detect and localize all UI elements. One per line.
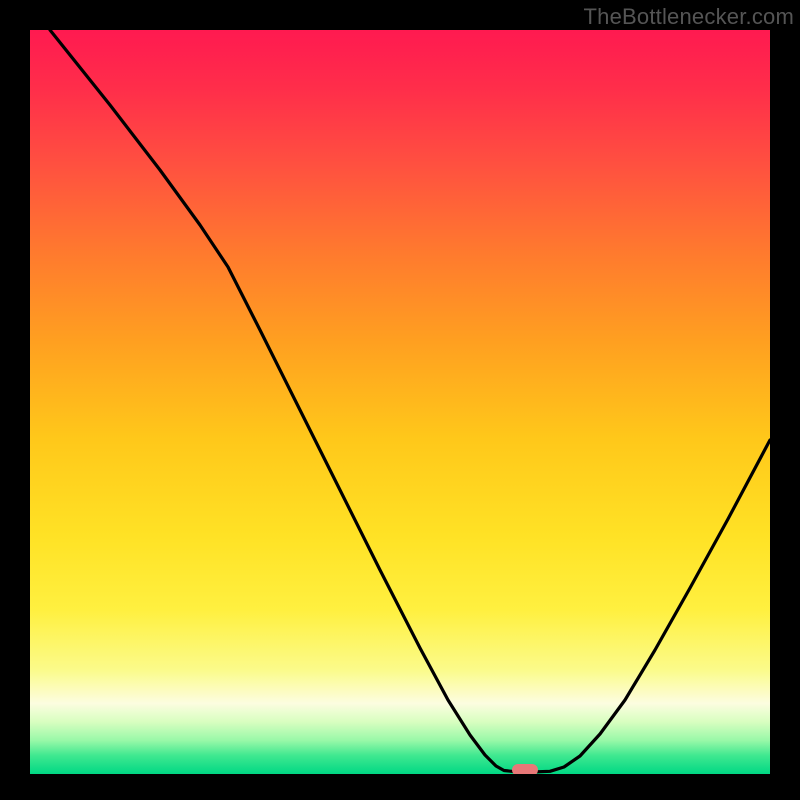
watermark-text: TheBottlenecker.com — [584, 4, 794, 30]
chart-svg — [30, 30, 770, 774]
optimal-marker — [512, 764, 538, 774]
chart-background — [30, 30, 770, 774]
chart-plot-area — [30, 30, 770, 774]
